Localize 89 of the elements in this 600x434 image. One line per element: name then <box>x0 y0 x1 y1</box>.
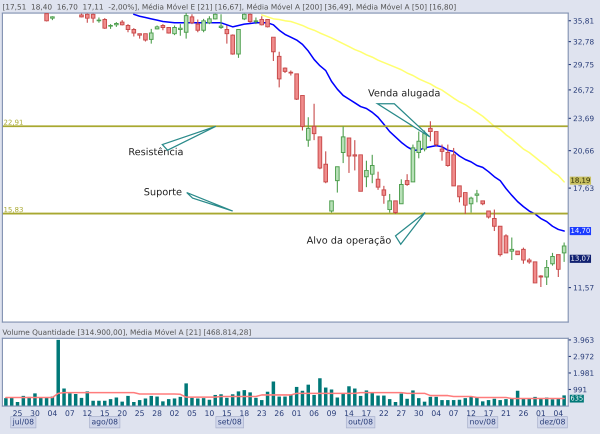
candlestick <box>404 174 410 186</box>
bar <box>68 393 72 406</box>
candlestick <box>195 18 200 33</box>
bar <box>277 396 281 406</box>
annotation: Alvo da operação <box>306 236 391 246</box>
bar <box>422 402 426 406</box>
bar <box>138 400 142 406</box>
bar <box>405 398 409 406</box>
annotation: Resistência <box>129 147 183 156</box>
candlestick <box>335 166 340 194</box>
bar <box>376 396 380 406</box>
annotation: Venda alugada <box>368 88 440 98</box>
bar <box>283 396 287 406</box>
bar <box>464 398 468 406</box>
candlestick <box>387 193 392 214</box>
bar <box>166 399 170 406</box>
bar <box>341 394 345 406</box>
candlestick <box>562 242 566 262</box>
bar <box>312 394 316 406</box>
bar <box>446 400 450 406</box>
bar <box>510 398 514 406</box>
bar <box>74 394 78 406</box>
candlestick <box>376 171 380 190</box>
bar <box>428 396 432 406</box>
bar <box>184 383 188 406</box>
candlestick <box>510 236 514 261</box>
bar <box>260 400 264 406</box>
bar <box>254 398 258 406</box>
bar <box>178 396 182 406</box>
bar <box>172 398 176 406</box>
candlestick <box>248 13 252 24</box>
candlestick <box>382 185 386 204</box>
bar <box>150 396 154 406</box>
bar <box>324 388 328 406</box>
bar <box>155 396 159 406</box>
candlestick <box>148 28 154 44</box>
candlestick <box>440 144 444 162</box>
bar <box>190 398 194 406</box>
candlestick <box>544 260 549 286</box>
bar <box>272 381 276 406</box>
bar <box>358 396 362 406</box>
bar <box>492 398 496 406</box>
bar <box>434 396 438 406</box>
bar <box>108 399 112 406</box>
candlestick <box>399 178 404 204</box>
bar <box>225 398 229 406</box>
bar <box>196 398 200 406</box>
bar <box>97 400 101 406</box>
candlestick <box>474 189 480 203</box>
bar <box>556 398 560 406</box>
candlestick <box>550 252 555 266</box>
bar <box>370 393 374 406</box>
candlestick <box>306 116 311 148</box>
bar <box>306 384 310 406</box>
candlestick <box>230 34 235 56</box>
bar <box>417 398 420 406</box>
candlestick <box>556 254 561 278</box>
bar <box>400 394 404 406</box>
bar <box>289 394 293 406</box>
candlestick <box>271 36 276 62</box>
bar <box>202 398 206 406</box>
candlestick <box>224 24 230 44</box>
bar <box>114 398 118 406</box>
candlestick <box>102 18 108 30</box>
bar <box>486 400 490 406</box>
bar <box>4 398 8 406</box>
bar <box>504 399 508 406</box>
bar <box>91 400 95 406</box>
candlestick <box>329 200 334 214</box>
candlestick <box>218 14 224 30</box>
bar <box>103 400 106 406</box>
bar <box>120 402 124 406</box>
bar <box>388 399 392 406</box>
annotation: Suporte <box>144 188 182 198</box>
candlestick <box>393 200 398 215</box>
candlestick <box>312 103 316 141</box>
bar <box>336 398 340 406</box>
bar <box>452 400 456 406</box>
candlestick <box>190 14 194 25</box>
bar <box>56 340 60 406</box>
bar <box>440 400 444 406</box>
candlestick <box>340 126 346 164</box>
bar <box>382 396 386 406</box>
bar <box>318 378 322 406</box>
bar <box>498 400 502 406</box>
line-series <box>260 14 565 183</box>
bar <box>80 398 84 406</box>
candlestick <box>468 196 474 214</box>
bar <box>144 398 148 406</box>
